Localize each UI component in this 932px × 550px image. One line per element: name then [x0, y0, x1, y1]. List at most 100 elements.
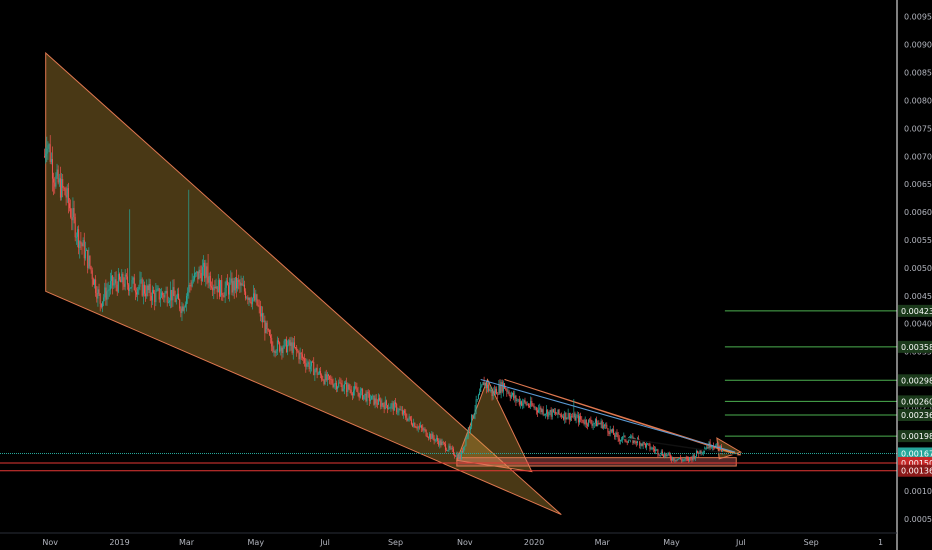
candle-body — [284, 339, 286, 341]
candle-body — [233, 280, 235, 291]
candle-body — [552, 409, 554, 413]
candle-body — [86, 250, 88, 251]
candle-body — [78, 229, 80, 248]
candle-body — [96, 292, 98, 299]
candle-body — [447, 450, 449, 451]
candle-body — [591, 423, 593, 426]
candle-body — [59, 178, 61, 198]
candle-body — [248, 297, 250, 300]
candle-body — [104, 287, 106, 298]
time-tick-label: 2020 — [524, 538, 544, 547]
candle-body — [274, 351, 276, 354]
candle-body — [676, 458, 678, 461]
candle-body — [134, 290, 136, 293]
candle-body — [492, 390, 494, 397]
candle-body — [121, 273, 123, 283]
candle-body — [247, 297, 249, 300]
candle-body — [415, 427, 417, 429]
candle-body — [312, 361, 314, 363]
candle-body — [354, 386, 356, 391]
level-price-tag: 0.002364 — [901, 411, 932, 420]
candle-body — [259, 306, 261, 317]
candle-body — [642, 441, 644, 446]
candle-body — [400, 409, 402, 411]
time-tick-label: May — [663, 538, 680, 547]
candle-body — [502, 383, 504, 392]
candle-body — [342, 388, 344, 391]
candle-body — [468, 429, 470, 431]
candle-body — [431, 433, 433, 439]
candle-body — [131, 280, 133, 288]
candle-body — [602, 425, 604, 429]
time-axis[interactable]: Nov 2019 Mar May Jul Sep Nov 2020 Mar May Jul Sep 1 — [42, 538, 883, 547]
candle-body — [357, 391, 359, 393]
candle-body — [72, 208, 74, 221]
time-tick-label: Sep — [388, 538, 403, 547]
candle-body — [125, 274, 127, 277]
candle-body — [421, 425, 423, 428]
candle-body — [99, 293, 101, 304]
candle-body — [206, 266, 208, 277]
candle-body — [192, 279, 194, 282]
candle-body — [379, 398, 381, 401]
trend-line-dark — [623, 437, 738, 456]
candle-body — [237, 279, 239, 289]
candle-body — [245, 291, 247, 299]
level-price-tag: 0.003585 — [901, 343, 932, 352]
candle-body — [297, 350, 299, 353]
candle-body — [544, 413, 546, 415]
candle-body — [367, 392, 369, 394]
candle-body — [322, 379, 324, 381]
candle-body — [628, 439, 630, 441]
time-tick-label: Nov — [457, 538, 473, 547]
candle-body — [74, 217, 76, 238]
candle-body — [317, 373, 319, 375]
candle-body — [638, 438, 640, 441]
candle-body — [678, 457, 680, 459]
price-tick-label: 0.005000 — [904, 264, 932, 273]
candle-body — [149, 284, 151, 296]
candle-body — [560, 414, 562, 417]
candle-body — [635, 441, 637, 443]
candle-body — [463, 446, 465, 453]
candle-body — [256, 294, 258, 305]
candle-body — [399, 409, 401, 410]
candle-body — [550, 410, 552, 417]
candle-body — [487, 384, 489, 389]
candle-body — [56, 169, 58, 176]
candle-body — [565, 412, 567, 420]
candle-body — [321, 374, 323, 380]
candle-body — [479, 392, 481, 395]
candle-body — [112, 275, 114, 286]
candle-body — [246, 297, 248, 299]
candle-body — [155, 291, 157, 303]
level-price-tag: 0.001986 — [901, 432, 932, 441]
candle-body — [548, 411, 550, 417]
candle-body — [598, 423, 600, 424]
candle-body — [526, 404, 528, 406]
candle-body — [577, 415, 579, 423]
candle-body — [657, 449, 659, 455]
candle-body — [419, 425, 421, 427]
candle-body — [241, 283, 243, 286]
candle-body — [586, 424, 588, 426]
candle-body — [163, 295, 165, 298]
candle-body — [618, 438, 620, 442]
candle-body — [109, 281, 111, 290]
candle-body — [716, 443, 718, 446]
candle-body — [157, 288, 159, 290]
candle-body — [143, 284, 145, 294]
candle-body — [45, 153, 47, 157]
candle-body — [254, 293, 256, 301]
price-tick-label: 0.006000 — [904, 208, 932, 217]
candle-body — [181, 306, 183, 314]
candle-body — [204, 262, 206, 279]
support-price-tag-bg — [898, 464, 932, 477]
candle-body — [508, 391, 510, 396]
candle-body — [184, 304, 186, 307]
candle-body — [315, 367, 317, 371]
candle-body — [549, 410, 551, 412]
candle-body — [306, 364, 308, 367]
candle-body — [543, 414, 545, 416]
